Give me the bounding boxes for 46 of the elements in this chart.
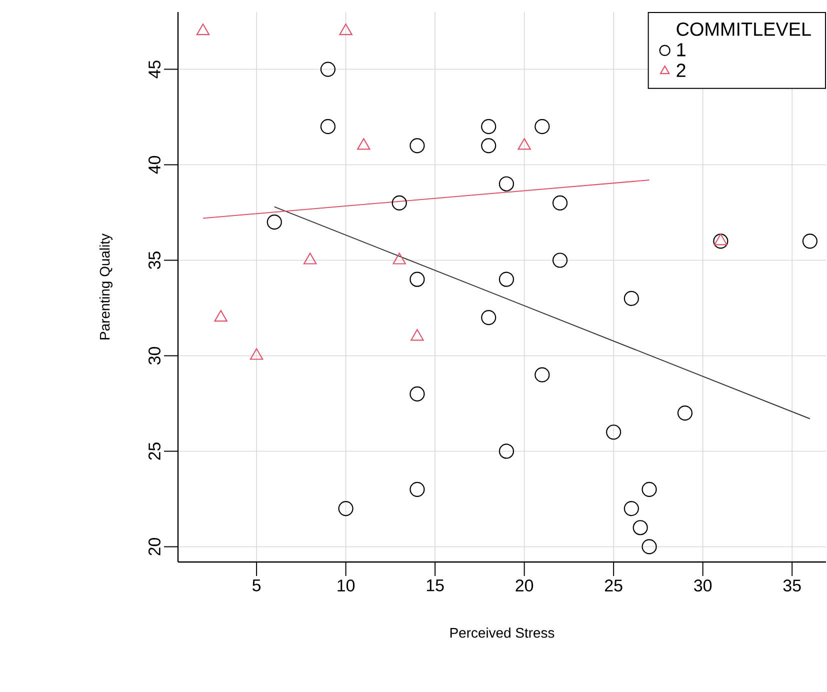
legend-label: 2 [676, 64, 686, 77]
point [606, 424, 622, 440]
point [802, 234, 818, 249]
point [552, 195, 568, 211]
x-tick-label: 35 [783, 580, 801, 592]
y-tick-label: 35 [148, 252, 160, 270]
x-tick-label: 10 [338, 580, 355, 592]
point [410, 482, 425, 497]
x-axis-title: Perceived Stress [450, 628, 554, 638]
x-tick-label: 15 [426, 580, 444, 592]
legend-label: 1 [677, 43, 686, 56]
point [266, 214, 282, 230]
y-tick-label: 30 [148, 346, 160, 365]
point [410, 386, 425, 402]
x-tick-label: 25 [605, 580, 622, 592]
x-tick-label: 5 [252, 580, 261, 592]
point [642, 539, 657, 554]
point [481, 310, 496, 326]
y-tick-label: 20 [148, 538, 160, 556]
point [410, 272, 425, 287]
point [713, 234, 728, 249]
point [632, 520, 648, 536]
y-tick-label: 45 [148, 60, 160, 78]
x-tick-label: 30 [694, 580, 712, 592]
point [338, 500, 354, 516]
point [534, 367, 550, 382]
point [320, 119, 336, 134]
point [481, 138, 496, 154]
y-tick-label: 25 [148, 442, 160, 460]
y-axis-title: Parenting Quality [99, 234, 112, 340]
point [624, 290, 639, 306]
y-tick-label: 40 [148, 156, 160, 174]
legend-title: COMMITLEVEL [676, 22, 811, 36]
point [481, 119, 496, 134]
point [534, 119, 550, 134]
point [392, 195, 407, 211]
point [642, 482, 657, 497]
point [410, 138, 425, 154]
point [624, 500, 639, 516]
point [677, 405, 693, 421]
point [498, 444, 514, 459]
point [498, 272, 514, 287]
point [552, 252, 568, 268]
point [320, 62, 336, 77]
point [498, 176, 514, 192]
x-tick-label: 20 [516, 580, 534, 592]
